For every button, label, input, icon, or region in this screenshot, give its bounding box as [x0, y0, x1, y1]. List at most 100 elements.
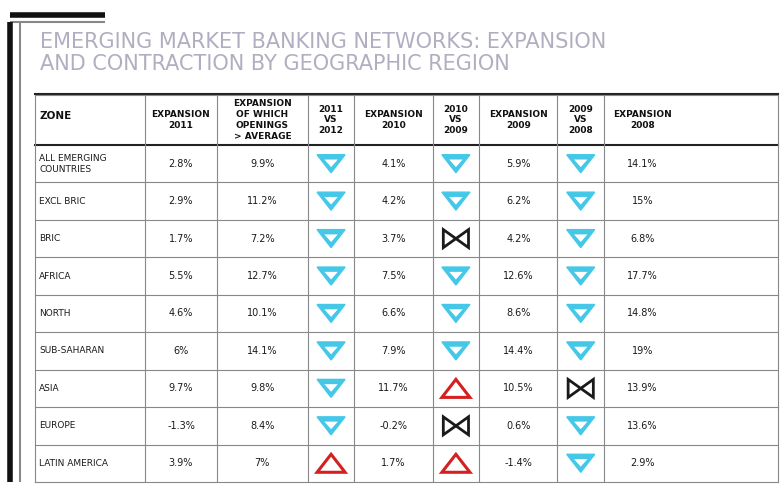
Text: 14.8%: 14.8%: [627, 308, 658, 318]
Text: -1.3%: -1.3%: [167, 421, 195, 431]
Text: AND CONTRACTION BY GEOGRAPHIC REGION: AND CONTRACTION BY GEOGRAPHIC REGION: [40, 54, 510, 74]
Text: 2011
VS
2012: 2011 VS 2012: [319, 105, 343, 135]
Text: 15%: 15%: [632, 196, 653, 206]
Text: 11.7%: 11.7%: [378, 384, 409, 394]
Text: 14.1%: 14.1%: [247, 346, 278, 356]
Text: 3.7%: 3.7%: [381, 234, 406, 243]
Text: 19%: 19%: [632, 346, 653, 356]
Text: -1.4%: -1.4%: [505, 458, 532, 468]
Text: -0.2%: -0.2%: [380, 421, 407, 431]
Polygon shape: [324, 160, 338, 167]
Text: 2009
VS
2008: 2009 VS 2008: [569, 105, 593, 135]
Polygon shape: [317, 417, 345, 435]
Polygon shape: [574, 197, 587, 204]
Polygon shape: [442, 342, 470, 360]
Polygon shape: [449, 272, 463, 280]
Text: 10.5%: 10.5%: [503, 384, 534, 394]
Polygon shape: [324, 384, 338, 392]
Text: 5.9%: 5.9%: [506, 158, 530, 168]
Text: 6.2%: 6.2%: [506, 196, 530, 206]
Polygon shape: [449, 197, 463, 204]
Text: 8.6%: 8.6%: [506, 308, 530, 318]
Text: 9.7%: 9.7%: [168, 384, 193, 394]
Text: ASIA: ASIA: [39, 384, 59, 393]
Polygon shape: [567, 154, 594, 172]
Text: ALL EMERGING
COUNTRIES: ALL EMERGING COUNTRIES: [39, 154, 107, 174]
Text: 6%: 6%: [173, 346, 189, 356]
Text: 17.7%: 17.7%: [627, 271, 658, 281]
Text: EXPANSION
2010: EXPANSION 2010: [364, 110, 423, 130]
Text: 14.4%: 14.4%: [503, 346, 534, 356]
Polygon shape: [317, 230, 345, 248]
Polygon shape: [574, 459, 587, 466]
Polygon shape: [574, 422, 587, 429]
Text: 5.5%: 5.5%: [168, 271, 193, 281]
Text: LATIN AMERICA: LATIN AMERICA: [39, 459, 108, 468]
Text: NORTH: NORTH: [39, 309, 70, 318]
Polygon shape: [317, 267, 345, 285]
Polygon shape: [317, 154, 345, 172]
Polygon shape: [442, 304, 470, 322]
Polygon shape: [317, 192, 345, 210]
Text: 9.8%: 9.8%: [250, 384, 275, 394]
Polygon shape: [324, 346, 338, 354]
Text: 1.7%: 1.7%: [381, 458, 406, 468]
Text: EXPANSION
2008: EXPANSION 2008: [613, 110, 672, 130]
Text: 7%: 7%: [255, 458, 270, 468]
Text: 2.8%: 2.8%: [168, 158, 193, 168]
Polygon shape: [442, 192, 470, 210]
Polygon shape: [442, 267, 470, 285]
Text: 1.7%: 1.7%: [168, 234, 193, 243]
Text: BRIC: BRIC: [39, 234, 60, 243]
Polygon shape: [449, 310, 463, 317]
Polygon shape: [574, 310, 587, 317]
Polygon shape: [317, 304, 345, 322]
Text: 10.1%: 10.1%: [247, 308, 278, 318]
Text: 0.6%: 0.6%: [506, 421, 530, 431]
Text: 4.6%: 4.6%: [168, 308, 193, 318]
Polygon shape: [442, 154, 470, 172]
Text: 4.2%: 4.2%: [381, 196, 406, 206]
Text: 2.9%: 2.9%: [168, 196, 193, 206]
Text: 2010
VS
2009: 2010 VS 2009: [444, 105, 468, 135]
Polygon shape: [567, 230, 594, 248]
Text: 7.9%: 7.9%: [381, 346, 406, 356]
Polygon shape: [574, 272, 587, 280]
Polygon shape: [567, 417, 594, 435]
Text: 4.2%: 4.2%: [506, 234, 530, 243]
Text: 8.4%: 8.4%: [250, 421, 275, 431]
Polygon shape: [324, 422, 338, 429]
Polygon shape: [567, 342, 594, 360]
Polygon shape: [449, 346, 463, 354]
Polygon shape: [567, 454, 594, 472]
Polygon shape: [567, 304, 594, 322]
Text: EXPANSION
OF WHICH
OPENINGS
> AVERAGE: EXPANSION OF WHICH OPENINGS > AVERAGE: [233, 100, 292, 140]
Text: EUROPE: EUROPE: [39, 422, 76, 430]
Polygon shape: [324, 197, 338, 204]
Text: EXCL BRIC: EXCL BRIC: [39, 196, 86, 205]
Text: 6.8%: 6.8%: [630, 234, 654, 243]
Polygon shape: [324, 234, 338, 242]
Text: 9.9%: 9.9%: [250, 158, 275, 168]
Polygon shape: [324, 310, 338, 317]
Polygon shape: [567, 192, 594, 210]
Text: 7.2%: 7.2%: [250, 234, 275, 243]
Text: 4.1%: 4.1%: [381, 158, 406, 168]
Polygon shape: [324, 272, 338, 280]
Polygon shape: [574, 346, 587, 354]
Text: 13.6%: 13.6%: [627, 421, 658, 431]
Text: 12.6%: 12.6%: [503, 271, 534, 281]
Polygon shape: [317, 342, 345, 360]
Text: 13.9%: 13.9%: [627, 384, 658, 394]
Text: AFRICA: AFRICA: [39, 272, 72, 280]
Text: 12.7%: 12.7%: [247, 271, 278, 281]
Polygon shape: [574, 234, 587, 242]
Text: 14.1%: 14.1%: [627, 158, 658, 168]
Text: 6.6%: 6.6%: [381, 308, 406, 318]
Polygon shape: [449, 160, 463, 167]
Text: EXPANSION
2009: EXPANSION 2009: [489, 110, 548, 130]
Text: 11.2%: 11.2%: [247, 196, 278, 206]
Polygon shape: [574, 160, 587, 167]
Polygon shape: [317, 380, 345, 398]
Text: EXPANSION
2011: EXPANSION 2011: [151, 110, 211, 130]
